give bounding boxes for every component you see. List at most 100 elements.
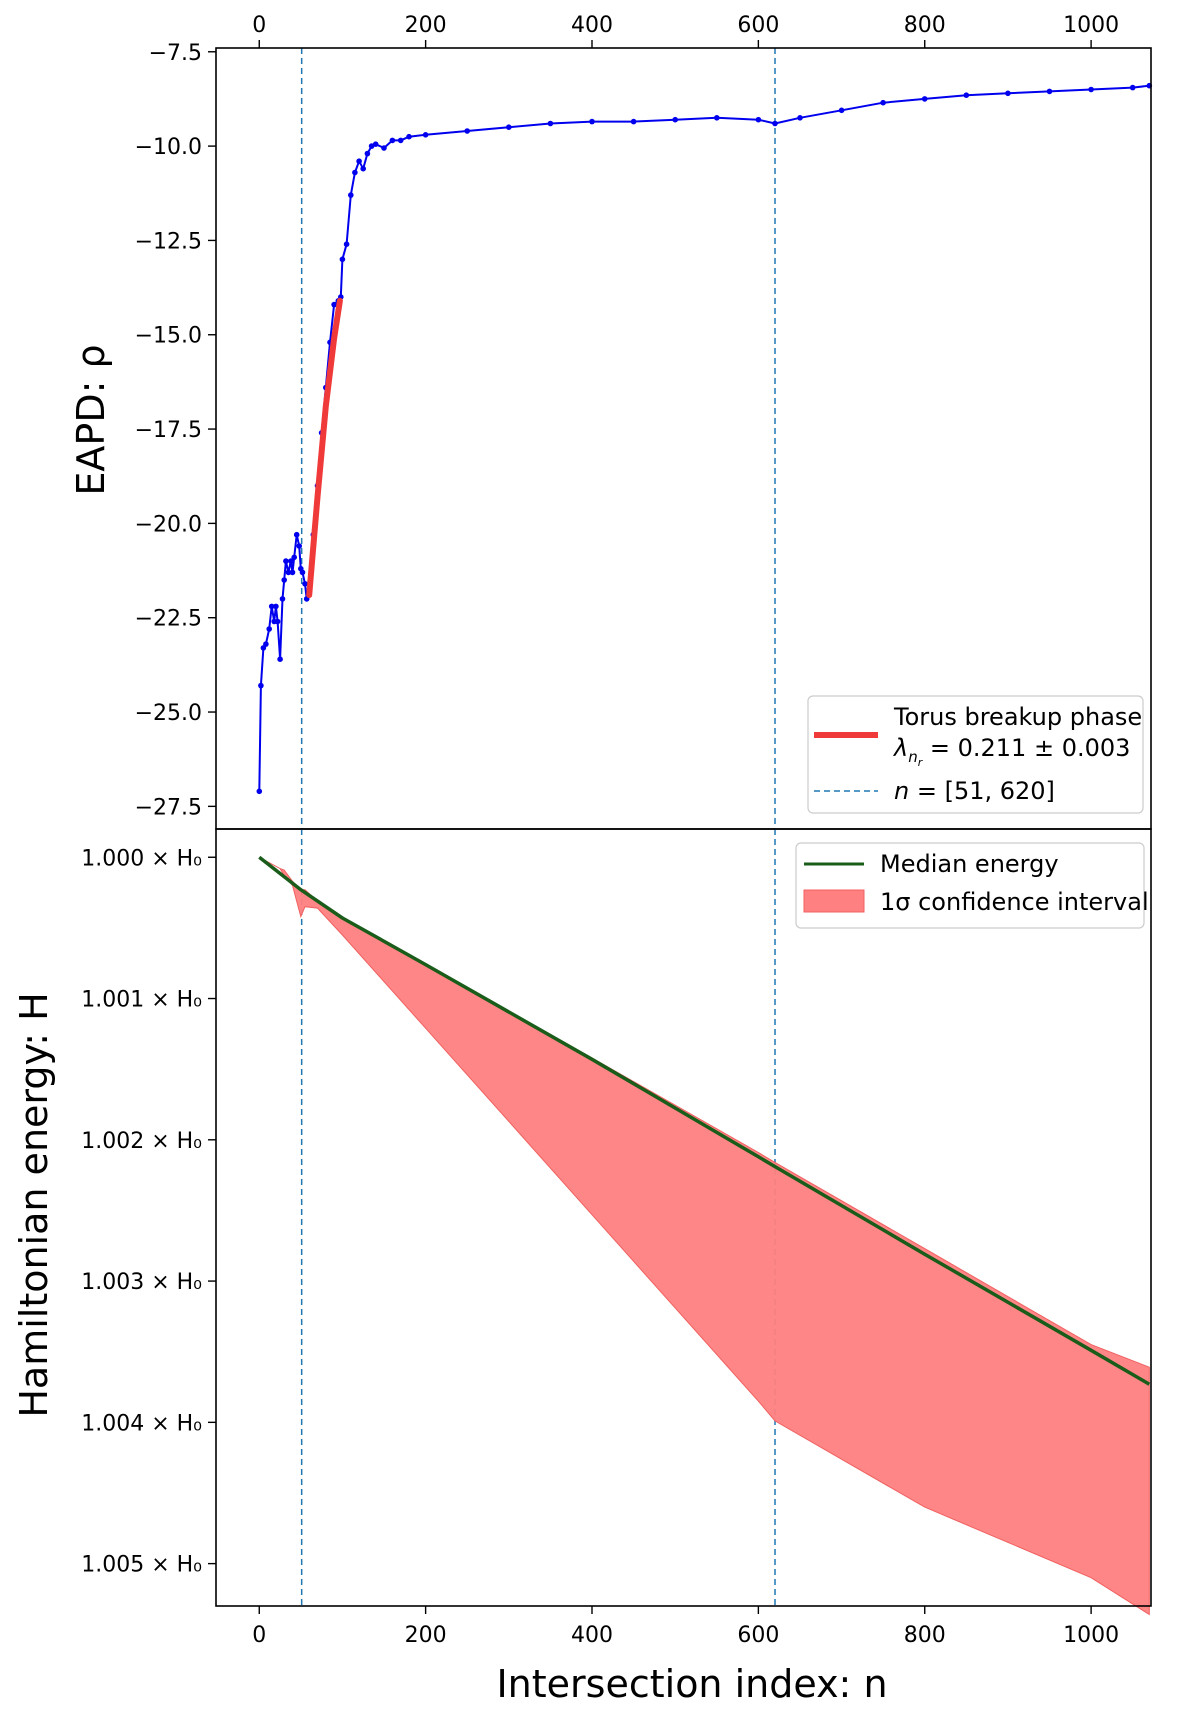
top-panel: 0 200 400 600 800 1000 −7.5 −10.0 −12.5 −15.0 −17…	[69, 13, 1153, 830]
top-point	[672, 116, 678, 123]
top-point	[266, 626, 273, 632]
top-point	[343, 241, 350, 247]
bottom-y-tick-label: 1.005 × H₀	[81, 1553, 202, 1578]
bottom-x-tick-label: 800	[904, 1623, 946, 1648]
top-y-tick-label: −20.0	[135, 512, 202, 537]
top-point	[277, 656, 283, 662]
top-y-tick-label: −17.5	[135, 418, 202, 443]
top-point	[331, 301, 337, 308]
top-point	[464, 128, 471, 134]
top-point	[381, 145, 387, 151]
top-point	[630, 118, 637, 125]
top-point	[397, 137, 404, 144]
top-point	[273, 603, 279, 610]
top-series-line-1	[306, 297, 343, 599]
top-point	[274, 618, 281, 625]
top-x-tick-label: 1000	[1063, 13, 1119, 38]
top-y-tick-label: −22.5	[135, 607, 202, 632]
top-point	[256, 788, 263, 795]
top-point	[263, 641, 269, 647]
top-point	[299, 569, 306, 576]
top-point	[506, 124, 512, 130]
top-point	[963, 92, 970, 98]
top-point	[406, 133, 412, 140]
bottom-y-tick-label: 1.004 × H₀	[81, 1411, 202, 1436]
bottom-legend-label-median: Median energy	[880, 850, 1059, 878]
top-point	[372, 141, 379, 147]
top-point	[838, 107, 845, 114]
bottom-y-tick-label: 1.002 × H₀	[81, 1129, 202, 1154]
bottom-x-ticks: 0 200 400 600 800 1000	[252, 1606, 1119, 1648]
top-y-axis-title: EAPD: ρ	[69, 344, 113, 495]
bottom-x-tick-label: 200	[405, 1623, 447, 1648]
top-point	[422, 132, 429, 138]
bottom-y-tick-label: 1.003 × H₀	[81, 1270, 202, 1295]
top-point	[302, 581, 308, 587]
top-y-tick-label: −25.0	[135, 701, 202, 726]
top-point	[348, 192, 354, 198]
top-y-tick-label: −12.5	[135, 229, 202, 254]
top-y-ticks: −7.5 −10.0 −12.5 −15.0 −17.5 −20.0 −22.5 −25.0 −…	[135, 41, 216, 820]
bottom-x-tick-label: 600	[737, 1623, 779, 1648]
top-x-tick-label: 400	[571, 13, 613, 38]
bottom-x-tick-label: 0	[252, 1623, 266, 1648]
top-point	[1005, 90, 1011, 97]
bottom-x-tick-label: 1000	[1063, 1623, 1119, 1648]
top-point	[283, 558, 289, 564]
top-point	[714, 115, 720, 121]
top-x-tick-label: 600	[737, 13, 779, 38]
bottom-legend-swatch-ci	[803, 889, 865, 913]
top-point	[921, 96, 928, 102]
top-legend-label-breakup: Torus breakup phase	[893, 703, 1142, 731]
top-point	[360, 165, 367, 172]
top-legend-sublabel-lambda: λnr = 0.211 ± 0.003	[892, 734, 1130, 769]
top-point	[279, 596, 286, 602]
top-point	[589, 118, 595, 125]
x-axis-title: Intersection index: n	[496, 1662, 887, 1706]
top-point	[880, 99, 886, 106]
top-y-tick-label: −27.5	[135, 795, 202, 820]
top-x-tick-label: 800	[904, 13, 946, 38]
bottom-legend-box	[795, 842, 1145, 929]
top-point	[293, 531, 300, 538]
top-x-tick-label: 0	[252, 13, 266, 38]
bottom-x-tick-label: 400	[571, 1623, 613, 1648]
top-point	[281, 577, 288, 583]
top-point	[296, 543, 303, 549]
top-point	[389, 137, 396, 144]
bottom-legend-label-ci: 1σ confidence interval	[880, 888, 1149, 916]
top-point	[289, 569, 296, 576]
bottom-panel: 0 200 400 600 800 1000 1.000 × H₀1.001 × H₀1.…	[12, 828, 1152, 1706]
top-legend-label-vlines: n = [51, 620]	[894, 777, 1055, 805]
top-legend: Torus breakup phase λnr = 0.211 ± 0.003 …	[807, 695, 1144, 814]
top-point	[291, 554, 298, 561]
top-point	[755, 116, 762, 123]
top-point	[1046, 88, 1053, 95]
top-point	[364, 150, 371, 157]
top-point	[797, 115, 803, 121]
top-legend-box	[807, 695, 1144, 814]
top-y-tick-label: −10.0	[135, 135, 202, 160]
top-point	[1088, 86, 1094, 93]
top-point	[356, 158, 362, 164]
top-point	[352, 169, 358, 176]
top-point	[1129, 84, 1136, 91]
top-point	[339, 256, 346, 263]
bottom-legend: Median energy 1σ confidence interval	[795, 842, 1149, 929]
top-point	[258, 682, 264, 689]
top-x-tick-label: 200	[405, 13, 447, 38]
top-point	[285, 569, 292, 576]
bottom-series	[258, 855, 1151, 1616]
top-y-tick-label: −7.5	[149, 41, 202, 66]
top-point	[547, 120, 554, 127]
bottom-axes-frame	[215, 828, 1152, 1607]
top-point	[288, 558, 294, 564]
bottom-y-ticks: 1.000 × H₀ 1.001 × H₀ 1.002 × H₀ 1.003 × H₀…	[81, 846, 216, 1578]
bottom-y-tick-label: 1.001 × H₀	[81, 988, 202, 1013]
bottom-y-axis-title: Hamiltonian energy: H	[12, 992, 56, 1417]
confidence-band	[259, 856, 1150, 1616]
top-y-tick-label: −15.0	[135, 324, 202, 349]
bottom-y-tick-label: 1.000 × H₀	[81, 846, 202, 871]
top-vlines	[300, 48, 776, 829]
